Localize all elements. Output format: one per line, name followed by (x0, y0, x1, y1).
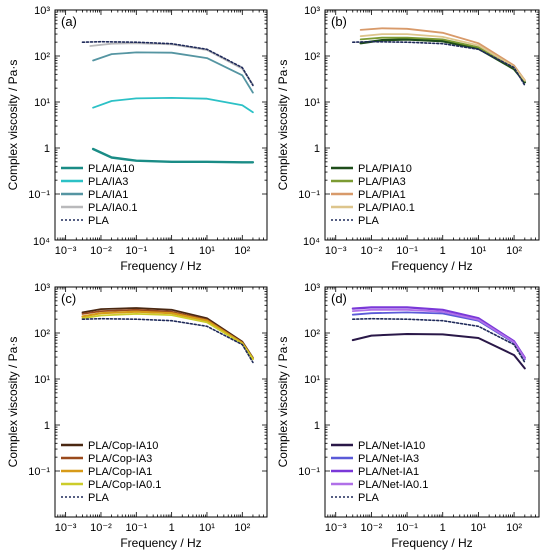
x-axis-label: Frequency / Hz (391, 536, 472, 550)
x-axis-label: Frequency / Hz (120, 536, 201, 550)
x-tick-label: 10⁻¹ (125, 245, 147, 257)
x-tick-label: 10⁻¹ (125, 522, 147, 534)
legend-label: PLA/IA1 (88, 189, 128, 201)
x-tick-label: 10⁻² (90, 522, 112, 534)
series-line (352, 317, 526, 364)
y-tick-label: 10¹ (34, 97, 50, 109)
chart-panel: 10⁻¹ 1 10¹ 10² 10³ 10⁴ 10⁻³ 10⁻² 10⁻¹ 1 10¹ 10² Freq… (276, 236, 540, 550)
series-line (81, 317, 254, 364)
legend-label: PLA (88, 492, 109, 504)
y-tick-label: 1 (44, 420, 50, 432)
legend-label: PLA/PIA1 (358, 189, 406, 201)
series-line (351, 308, 526, 360)
chart-panel: 10⁻¹ 1 10¹ 10² 10³ 10⁴ 10⁻³ 10⁻² 10⁻¹ 1 10¹ 10² Freq… (276, 5, 540, 273)
y-tick-label: 10³ (34, 282, 50, 294)
y-tick-label: 10⁴ (33, 236, 50, 248)
x-axis-label: Frequency / Hz (391, 259, 472, 273)
legend-label: PLA/PIA3 (358, 176, 406, 188)
legend-label: PLA/PIA10 (358, 163, 412, 175)
series-line (359, 38, 526, 84)
y-axis-label: Complex viscosity / Pa·s (276, 60, 290, 191)
x-axis-label: Frequency / Hz (120, 259, 201, 273)
y-axis-label: Complex viscosity / Pa·s (276, 337, 290, 468)
legend-label: PLA/Net-IA10 (358, 440, 425, 452)
y-tick-label: 10³ (304, 5, 320, 17)
x-tick-label: 10⁻³ (55, 245, 77, 257)
x-tick-label: 10¹ (199, 245, 215, 257)
y-tick-label: 10³ (34, 5, 50, 17)
x-tick-label: 10¹ (470, 245, 486, 257)
legend-label: PLA/Cop-IA10 (88, 440, 158, 452)
legend-label: PLA/IA10 (88, 163, 134, 175)
x-tick-label: 10² (234, 522, 250, 534)
legend-label: PLA/Cop-IA1 (88, 466, 152, 478)
y-tick-label: 10² (304, 328, 320, 340)
y-tick-label: 10¹ (304, 97, 320, 109)
x-tick-label: 1 (440, 522, 446, 534)
series-line (91, 147, 255, 164)
y-tick-label: 1 (314, 420, 320, 432)
x-tick-label: 10² (234, 245, 250, 257)
chart-panel: 10⁻¹ 1 10¹ 10² 10³ 10⁴ 10⁻³ 10⁻² 10⁻¹ 1 10¹ 10² Freq… (6, 236, 268, 550)
panel-label: (b) (331, 14, 347, 29)
y-tick-label: 10¹ (304, 374, 320, 386)
y-tick-label: 10² (34, 51, 50, 63)
legend-label: PLA/IA3 (88, 176, 128, 188)
x-tick-label: 10⁻² (361, 522, 383, 534)
y-tick-label: 10² (304, 51, 320, 63)
x-tick-label: 10⁻² (361, 245, 383, 257)
x-tick-label: 10⁻¹ (396, 245, 418, 257)
y-tick-label: 10⁻¹ (298, 466, 320, 478)
series-line (92, 51, 254, 94)
x-tick-label: 10⁻³ (325, 245, 347, 257)
y-tick-label: 10² (34, 328, 50, 340)
series-line (81, 40, 254, 87)
y-axis-label: Complex viscosity / Pa·s (6, 60, 20, 191)
legend-label: PLA/Net-IA3 (358, 453, 419, 465)
x-tick-label: 10¹ (470, 522, 486, 534)
x-tick-label: 10¹ (199, 522, 215, 534)
series-line (89, 42, 254, 86)
x-tick-label: 10² (506, 522, 522, 534)
y-axis-label: Complex viscosity / Pa·s (6, 337, 20, 468)
x-tick-label: 10⁻³ (55, 522, 77, 534)
x-tick-label: 1 (169, 245, 175, 257)
y-tick-label: 10³ (304, 282, 320, 294)
legend-label: PLA/Cop-IA3 (88, 453, 152, 465)
x-tick-label: 1 (169, 522, 175, 534)
panel-label: (c) (61, 291, 76, 306)
series-line (351, 333, 526, 370)
y-tick-label: 1 (314, 143, 320, 155)
y-tick-label: 10¹ (34, 374, 50, 386)
series-line (92, 97, 254, 114)
series-line (359, 27, 526, 81)
y-tick-label: 10⁴ (303, 236, 320, 248)
y-tick-label: 1 (44, 143, 50, 155)
legend-label: PLA/Net-IA0.1 (358, 479, 428, 491)
panel-label: (d) (331, 291, 347, 306)
x-tick-label: 10⁻² (90, 245, 112, 257)
legend-label: PLA (358, 215, 379, 227)
legend-label: PLA/Net-IA1 (358, 466, 419, 478)
series-line (352, 40, 526, 87)
legend-label: PLA (88, 215, 109, 227)
panel-label: (a) (61, 14, 77, 29)
legend-label: PLA (358, 492, 379, 504)
y-tick-label: 10⁻¹ (298, 189, 320, 201)
chart-panel: 10⁻¹ 1 10¹ 10² 10³ 10⁴ 10⁻³ 10⁻² 10⁻¹ 1 10¹ 10² Freq… (6, 5, 268, 273)
y-tick-label: 10⁻¹ (28, 466, 50, 478)
legend-label: PLA/Cop-IA0.1 (88, 479, 161, 491)
x-tick-label: 10⁻¹ (396, 522, 418, 534)
legend-label: PLA/IA0.1 (88, 202, 138, 214)
x-tick-label: 10² (506, 245, 522, 257)
y-tick-label: 10⁻¹ (28, 189, 50, 201)
x-tick-label: 10⁻³ (325, 522, 347, 534)
legend-label: PLA/PIA0.1 (358, 202, 415, 214)
x-tick-label: 1 (440, 245, 446, 257)
